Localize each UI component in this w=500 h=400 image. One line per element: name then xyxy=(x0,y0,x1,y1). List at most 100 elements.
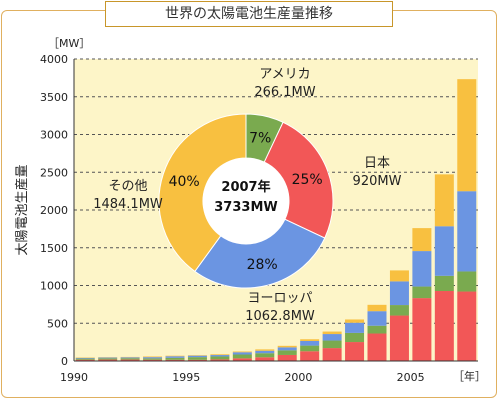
axes xyxy=(73,59,478,362)
bar-japan-1999 xyxy=(277,354,297,361)
bar-japan-2003 xyxy=(367,333,387,361)
bar-other-2007 xyxy=(457,79,477,192)
bar-other-2000 xyxy=(300,339,320,341)
y-tick-label: 2000 xyxy=(40,204,68,217)
bar-japan-1993 xyxy=(143,359,163,361)
bar-europe-2003 xyxy=(367,311,387,326)
bar-japan-1991 xyxy=(98,359,118,361)
europe-value-label: 1062.8MW xyxy=(245,309,315,324)
bar-europe-2007 xyxy=(457,191,477,272)
pie-percent-other: 40% xyxy=(169,174,200,190)
bar-usa-1997 xyxy=(232,354,252,359)
bar-series xyxy=(75,79,477,361)
y-tick-label: 0 xyxy=(61,355,68,368)
bar-usa-2006 xyxy=(434,275,454,292)
bar-other-2004 xyxy=(389,270,409,282)
bar-usa-1995 xyxy=(187,357,207,360)
bar-other-1999 xyxy=(277,345,297,348)
japan-value-label: 920MW xyxy=(353,174,402,189)
x-unit-label: ［年］ xyxy=(453,369,486,383)
pie-center-year: 2007年 xyxy=(221,179,270,195)
bar-usa-2000 xyxy=(300,345,320,352)
y-tick-label: 1000 xyxy=(40,280,68,293)
bar-japan-1992 xyxy=(120,359,140,361)
bar-other-1997 xyxy=(232,351,252,353)
bar-europe-2005 xyxy=(412,251,432,287)
bar-europe-1997 xyxy=(232,352,252,355)
bar-usa-1991 xyxy=(98,358,118,360)
pie-chart: 7% 25% 28% 40% xyxy=(158,113,334,289)
usa-name-label: アメリカ xyxy=(259,67,310,82)
bar-japan-2004 xyxy=(389,315,409,361)
japan-name-label: 日本 xyxy=(364,156,390,171)
bar-europe-1992 xyxy=(120,357,140,359)
x-tick-label: 1995 xyxy=(172,371,200,384)
bar-europe-2001 xyxy=(322,334,342,341)
bar-other-1996 xyxy=(210,354,230,356)
bar-japan-2001 xyxy=(322,348,342,361)
pie-center-total: 3733MW xyxy=(214,200,277,215)
bar-usa-1998 xyxy=(255,353,275,358)
bar-japan-2006 xyxy=(434,291,454,361)
pie-percent-usa: 7% xyxy=(249,131,271,147)
x-tick-label: 2000 xyxy=(284,371,312,384)
y-tick-label: 3000 xyxy=(40,129,68,142)
bar-europe-2000 xyxy=(300,340,320,346)
bar-usa-2003 xyxy=(367,325,387,334)
bar-japan-1996 xyxy=(210,359,230,361)
bar-japan-1994 xyxy=(165,359,185,361)
x-tick-labels: 1990 1995 2000 2005 xyxy=(60,371,425,384)
bar-japan-1995 xyxy=(187,359,207,361)
bar-japan-1997 xyxy=(232,358,252,361)
pie-center-hole xyxy=(203,158,289,244)
bar-europe-2006 xyxy=(434,226,454,276)
bar-japan-2002 xyxy=(345,342,365,361)
bar-usa-1993 xyxy=(143,358,163,360)
bar-usa-2001 xyxy=(322,340,342,349)
y-tick-label: 500 xyxy=(47,317,68,330)
bar-europe-1994 xyxy=(165,356,185,358)
bar-other-2003 xyxy=(367,304,387,312)
bar-europe-1999 xyxy=(277,347,297,351)
bar-other-2001 xyxy=(322,331,342,335)
y-tick-label: 3500 xyxy=(40,91,68,104)
bar-europe-2004 xyxy=(389,281,409,306)
bar-usa-1996 xyxy=(210,356,230,360)
bar-usa-2007 xyxy=(457,271,477,292)
bar-other-1998 xyxy=(255,349,275,351)
y-tick-label: 4000 xyxy=(40,53,68,66)
bar-other-2006 xyxy=(434,174,454,227)
bar-other-2002 xyxy=(345,319,365,323)
bar-europe-1996 xyxy=(210,355,230,357)
bar-usa-1990 xyxy=(75,358,95,360)
y-tick-label: 2500 xyxy=(40,166,68,179)
bar-usa-1999 xyxy=(277,350,297,355)
bar-other-1994 xyxy=(165,355,185,357)
bar-europe-2002 xyxy=(345,322,365,333)
bar-europe-1993 xyxy=(143,357,163,359)
bar-japan-2007 xyxy=(457,291,477,361)
bar-japan-2000 xyxy=(300,351,320,361)
bar-other-1993 xyxy=(143,356,163,358)
bar-usa-2002 xyxy=(345,332,365,343)
x-tick-label: 1990 xyxy=(60,371,88,384)
bar-usa-2005 xyxy=(412,286,432,299)
usa-value-label: 266.1MW xyxy=(254,85,315,100)
other-name-label: その他 xyxy=(108,179,147,194)
bar-usa-1994 xyxy=(165,357,185,360)
chart-title: 世界の太陽電池生産量推移 xyxy=(105,1,393,27)
x-tick-label: 2005 xyxy=(397,371,425,384)
pie-percent-japan: 25% xyxy=(292,172,323,188)
bar-usa-1992 xyxy=(120,358,140,360)
y-tick-labels: 0 500 1000 1500 2000 2500 3000 3500 4000 xyxy=(40,53,68,368)
bar-japan-2005 xyxy=(412,298,432,361)
bar-europe-1998 xyxy=(255,350,275,354)
bar-japan-1990 xyxy=(75,359,95,361)
europe-name-label: ヨーロッパ xyxy=(247,291,312,306)
bar-europe-1991 xyxy=(98,357,118,359)
y-tick-label: 1500 xyxy=(40,242,68,255)
bar-usa-2004 xyxy=(389,305,409,316)
grid-lines xyxy=(74,58,478,324)
